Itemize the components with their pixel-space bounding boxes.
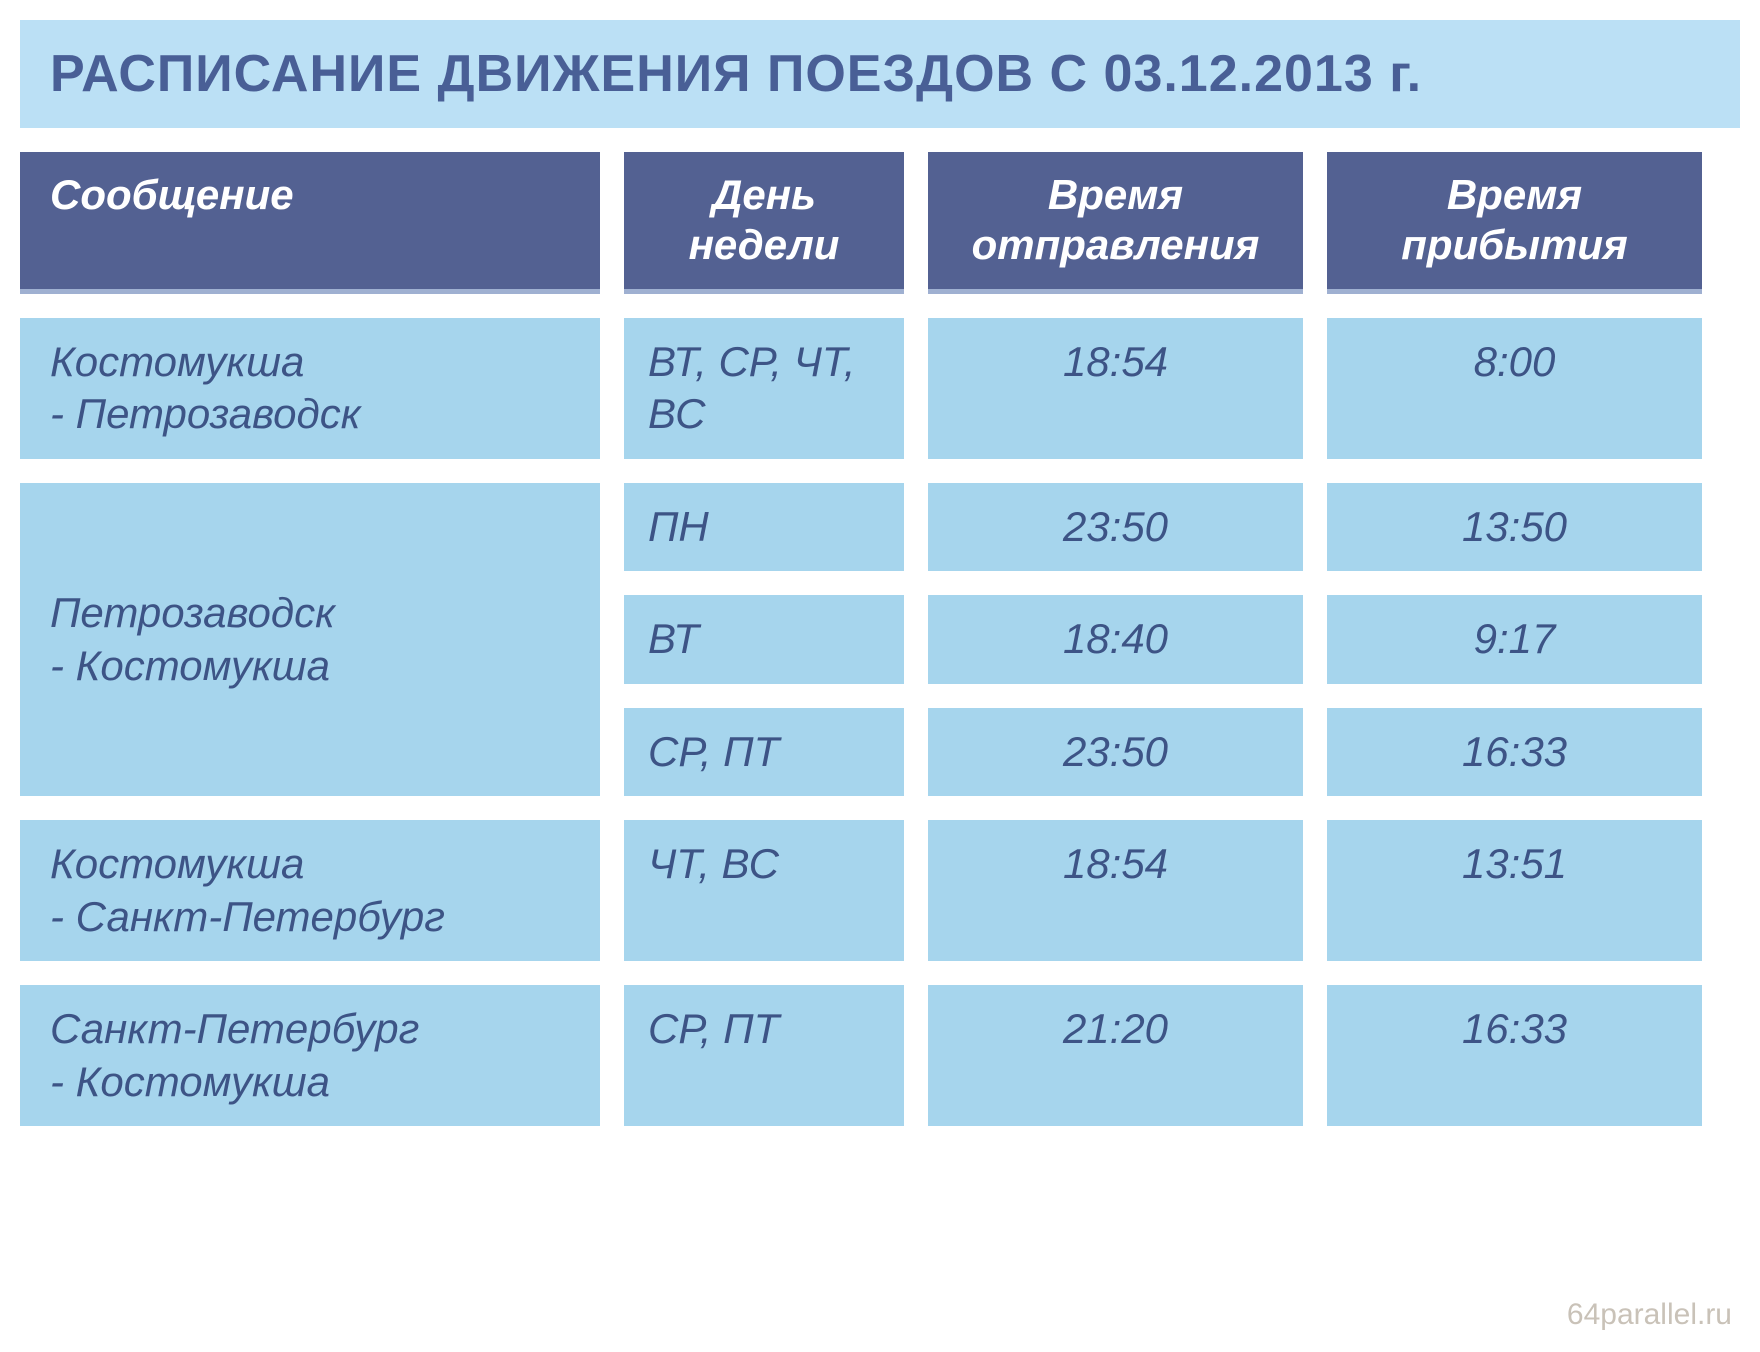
route-cell: Санкт-Петербург - Костомукша <box>20 985 600 1126</box>
depart-cell: 21:20 <box>928 985 1303 1126</box>
page-title: РАСПИСАНИЕ ДВИЖЕНИЯ ПОЕЗДОВ С 03.12.2013… <box>50 44 1710 104</box>
arrive-cell: 16:33 <box>1327 985 1702 1126</box>
schedule-table: Сообщение День недели Время отправления … <box>20 152 1740 1126</box>
route-text: Санкт-Петербург - Костомукша <box>50 1003 419 1108</box>
arrive-cell: 13:50 <box>1327 483 1702 572</box>
title-bar: РАСПИСАНИЕ ДВИЖЕНИЯ ПОЕЗДОВ С 03.12.2013… <box>20 20 1740 128</box>
col-header-arrive: Время прибытия <box>1327 152 1702 294</box>
days-cell: СР, ПТ <box>624 708 904 797</box>
depart-cell: 23:50 <box>928 708 1303 797</box>
route-text: Костомукша - Санкт-Петербург <box>50 838 445 943</box>
depart-cell: 18:40 <box>928 595 1303 684</box>
depart-cell: 18:54 <box>928 820 1303 961</box>
depart-cell: 23:50 <box>928 483 1303 572</box>
route-cell: Костомукша - Санкт-Петербург <box>20 820 600 961</box>
route-text: Петрозаводск - Костомукша <box>50 587 335 692</box>
route-text: Костомукша - Петрозаводск <box>50 336 361 441</box>
col-header-depart: Время отправления <box>928 152 1303 294</box>
days-cell: СР, ПТ <box>624 985 904 1126</box>
arrive-cell: 13:51 <box>1327 820 1702 961</box>
days-cell: ВТ, СР, ЧТ, ВС <box>624 318 904 459</box>
depart-cell: 18:54 <box>928 318 1303 459</box>
col-header-days: День недели <box>624 152 904 294</box>
arrive-cell: 9:17 <box>1327 595 1702 684</box>
watermark: 64parallel.ru <box>1567 1298 1732 1332</box>
days-cell: ВТ <box>624 595 904 684</box>
arrive-cell: 16:33 <box>1327 708 1702 797</box>
route-cell: Костомукша - Петрозаводск <box>20 318 600 459</box>
days-cell: ПН <box>624 483 904 572</box>
arrive-cell: 8:00 <box>1327 318 1702 459</box>
route-cell: Петрозаводск - Костомукша <box>20 483 600 797</box>
col-header-route: Сообщение <box>20 152 600 294</box>
days-cell: ЧТ, ВС <box>624 820 904 961</box>
